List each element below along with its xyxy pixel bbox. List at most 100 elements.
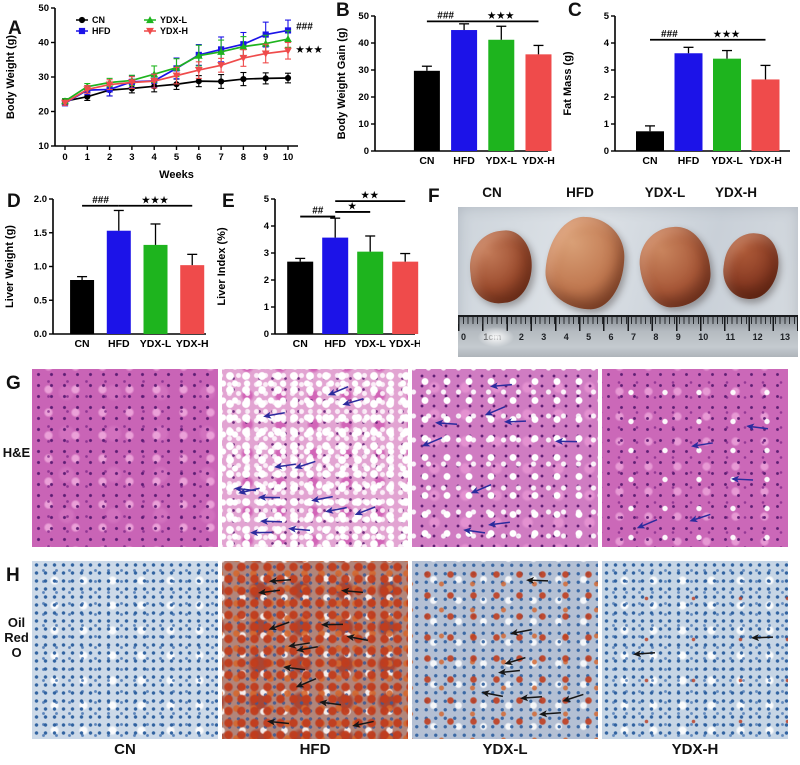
svg-text:###: ### (437, 10, 454, 21)
svg-text:YDX-H: YDX-H (389, 338, 420, 350)
ruler-number: 7 (630, 332, 636, 342)
svg-text:###: ### (661, 29, 678, 40)
svg-text:YDX-H: YDX-H (522, 155, 555, 167)
svg-text:4: 4 (152, 152, 158, 163)
svg-text:YDX-H: YDX-H (160, 26, 188, 36)
svg-text:###: ### (92, 195, 109, 206)
annotation-arrow-icon (519, 689, 544, 709)
liver-specimen-ydx-h (719, 229, 783, 303)
svg-text:Fat Mass (g): Fat Mass (g) (562, 51, 574, 116)
annotation-arrow-icon (538, 704, 563, 724)
ruler-ticks (458, 317, 798, 331)
svg-text:2: 2 (107, 152, 112, 163)
annotation-arrow-icon (286, 634, 313, 656)
panel-label-a: A (8, 18, 22, 39)
liver-specimen-cn (466, 227, 536, 307)
svg-text:3: 3 (129, 152, 134, 163)
svg-text:8: 8 (241, 152, 246, 163)
ruler-number: 0 (461, 332, 467, 342)
ruler-number: 6 (608, 332, 614, 342)
column-label-hfd: HFD (299, 741, 331, 758)
annotation-arrow-icon (260, 512, 285, 531)
annotation-arrow-icon (292, 670, 321, 696)
panel-label-d: D (7, 191, 21, 212)
annotation-arrow-icon (233, 479, 259, 499)
svg-text:HFD: HFD (92, 26, 111, 36)
annotation-arrow-icon (320, 616, 345, 634)
svg-text:7: 7 (218, 152, 223, 163)
panel-label-h: H (6, 565, 20, 586)
stain-label-line: O (11, 645, 22, 660)
svg-text:YDX-L: YDX-L (140, 338, 172, 350)
annotation-arrow-icon (295, 638, 322, 660)
column-label-cn: CN (114, 741, 136, 758)
ruler-number: 10 (698, 332, 709, 342)
annotation-arrow-icon (434, 414, 459, 434)
svg-text:YDX-L: YDX-L (711, 155, 743, 167)
column-label-ydx-h: YDX-H (671, 741, 719, 758)
svg-text:★★★: ★★★ (713, 29, 740, 39)
svg-text:1: 1 (85, 152, 91, 163)
svg-text:6: 6 (196, 152, 201, 163)
annotation-arrow-icon (462, 521, 488, 542)
ruler-number: 9 (675, 332, 681, 342)
annotation-arrow-icon (526, 572, 551, 591)
ruler-number: 4 (563, 332, 569, 342)
annotation-arrow-icon (418, 429, 447, 455)
ruler-number: 12 (752, 332, 763, 342)
ruler-number: 13 (779, 332, 790, 342)
ruler-number: 2 (518, 332, 524, 342)
svg-text:1.5: 1.5 (34, 228, 48, 239)
column-label-ydx-l: YDX-L (482, 741, 528, 758)
line-chart-svg: 10 20 30 40 50 0 1 2 3 4 5 6 7 8 9 10 Body Weight (g) Wee… (5, 3, 323, 181)
annotation-arrow-icon (489, 376, 514, 396)
annotation-arrow-icon (282, 658, 308, 679)
svg-text:50: 50 (38, 3, 49, 14)
svg-text:40: 40 (38, 38, 49, 49)
annotation-arrow-icon (487, 514, 513, 535)
svg-text:Weeks: Weeks (159, 169, 194, 181)
annotation-arrow-icon (273, 455, 299, 476)
svg-text:YDX-H: YDX-H (749, 155, 782, 167)
svg-text:##: ## (312, 206, 324, 217)
svg-text:YDX-L: YDX-L (486, 155, 518, 167)
svg-text:★★★: ★★★ (296, 44, 323, 54)
svg-text:★★★: ★★★ (142, 195, 169, 205)
svg-text:0: 0 (62, 152, 67, 163)
svg-text:CN: CN (293, 338, 308, 350)
svg-text:CN: CN (74, 338, 89, 350)
annotation-arrow-icon (266, 713, 292, 733)
svg-text:2: 2 (604, 92, 609, 103)
svg-text:0: 0 (364, 146, 369, 157)
svg-text:CN: CN (642, 155, 657, 167)
liver-specimen-ydx-l (637, 224, 713, 310)
svg-text:9: 9 (263, 152, 268, 163)
annotation-arrow-icon (250, 523, 274, 541)
svg-text:HFD: HFD (453, 155, 475, 167)
annotation-arrow-icon (508, 621, 535, 643)
svg-text:10: 10 (358, 119, 369, 130)
svg-text:HFD: HFD (324, 338, 346, 350)
panel-g-he-staining-row: G H&E (0, 365, 800, 557)
annotation-arrow-icon (324, 378, 353, 404)
svg-text:3: 3 (264, 248, 269, 259)
svg-text:★: ★ (348, 201, 357, 211)
histology-oil-red-o-ydx-h (602, 561, 788, 739)
histology-oil-red-o-ydx-l (412, 561, 598, 739)
bar-chart-svg: 0 10 20 30 40 50 Body Weight Gain (g) CN HFD YDX-… (336, 10, 555, 167)
svg-text:1: 1 (264, 302, 270, 313)
svg-text:5: 5 (264, 194, 270, 205)
panel-label-e: E (222, 191, 235, 212)
annotation-arrow-icon (554, 433, 578, 451)
liver-group-label-cn: CN (482, 185, 502, 200)
svg-text:2: 2 (264, 275, 269, 286)
annotation-arrow-icon (480, 684, 507, 706)
svg-text:HFD: HFD (678, 155, 700, 167)
svg-text:10: 10 (38, 141, 49, 152)
svg-text:2.0: 2.0 (34, 194, 47, 205)
histology-he-cn (32, 369, 218, 547)
panel-label-b: B (336, 0, 350, 21)
